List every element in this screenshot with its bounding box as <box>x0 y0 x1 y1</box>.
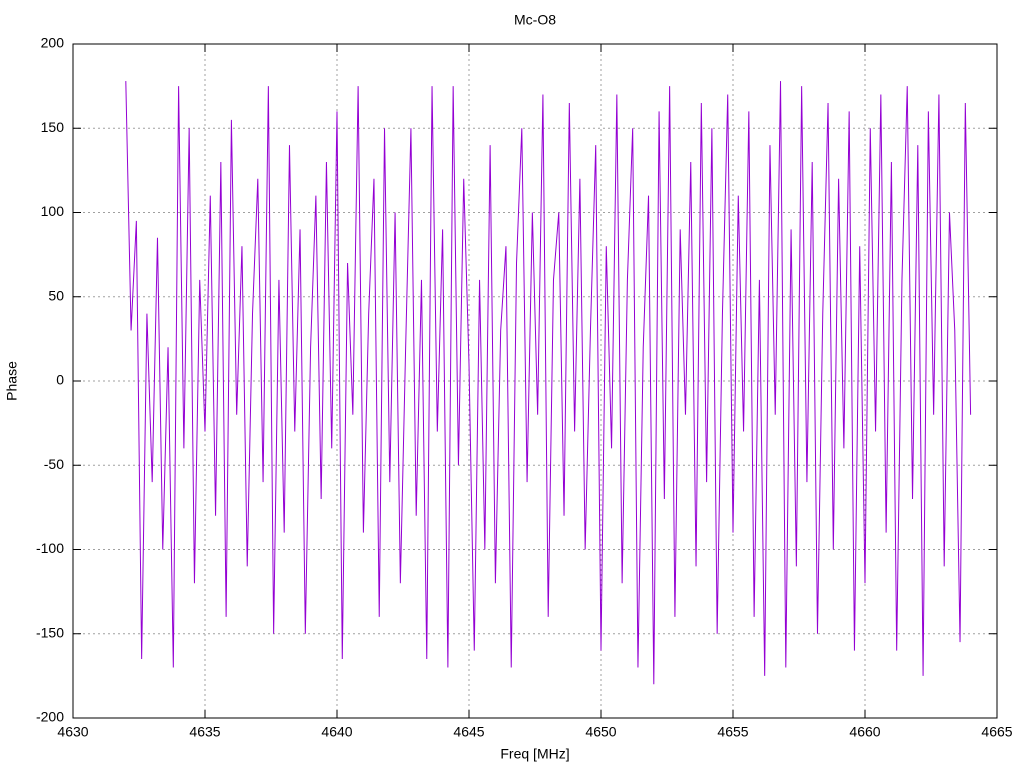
y-tick-label: 200 <box>41 35 65 51</box>
x-tick-label: 4640 <box>321 724 352 740</box>
x-tick-label: 4660 <box>849 724 880 740</box>
y-axis-label: Phase <box>4 361 20 401</box>
y-tick-label: -200 <box>36 709 64 725</box>
x-tick-label: 4665 <box>981 724 1012 740</box>
data-line <box>125 81 972 685</box>
chart-title: Mc-O8 <box>514 12 556 28</box>
x-tick-label: 4655 <box>717 724 748 740</box>
x-axis-label: Freq [MHz] <box>500 746 569 762</box>
x-tick-label: 4635 <box>189 724 220 740</box>
y-tick-label: 0 <box>56 372 64 388</box>
y-tick-label: 150 <box>41 119 65 135</box>
y-tick-label: -100 <box>36 540 64 556</box>
y-tick-label: 100 <box>41 203 65 219</box>
x-tick-label: 4630 <box>57 724 88 740</box>
y-tick-label: -150 <box>36 624 64 640</box>
x-tick-label: 4650 <box>585 724 616 740</box>
x-tick-label: 4645 <box>453 724 484 740</box>
y-tick-label: -50 <box>44 456 64 472</box>
y-tick-label: 50 <box>48 287 64 303</box>
plot-border <box>72 43 998 719</box>
